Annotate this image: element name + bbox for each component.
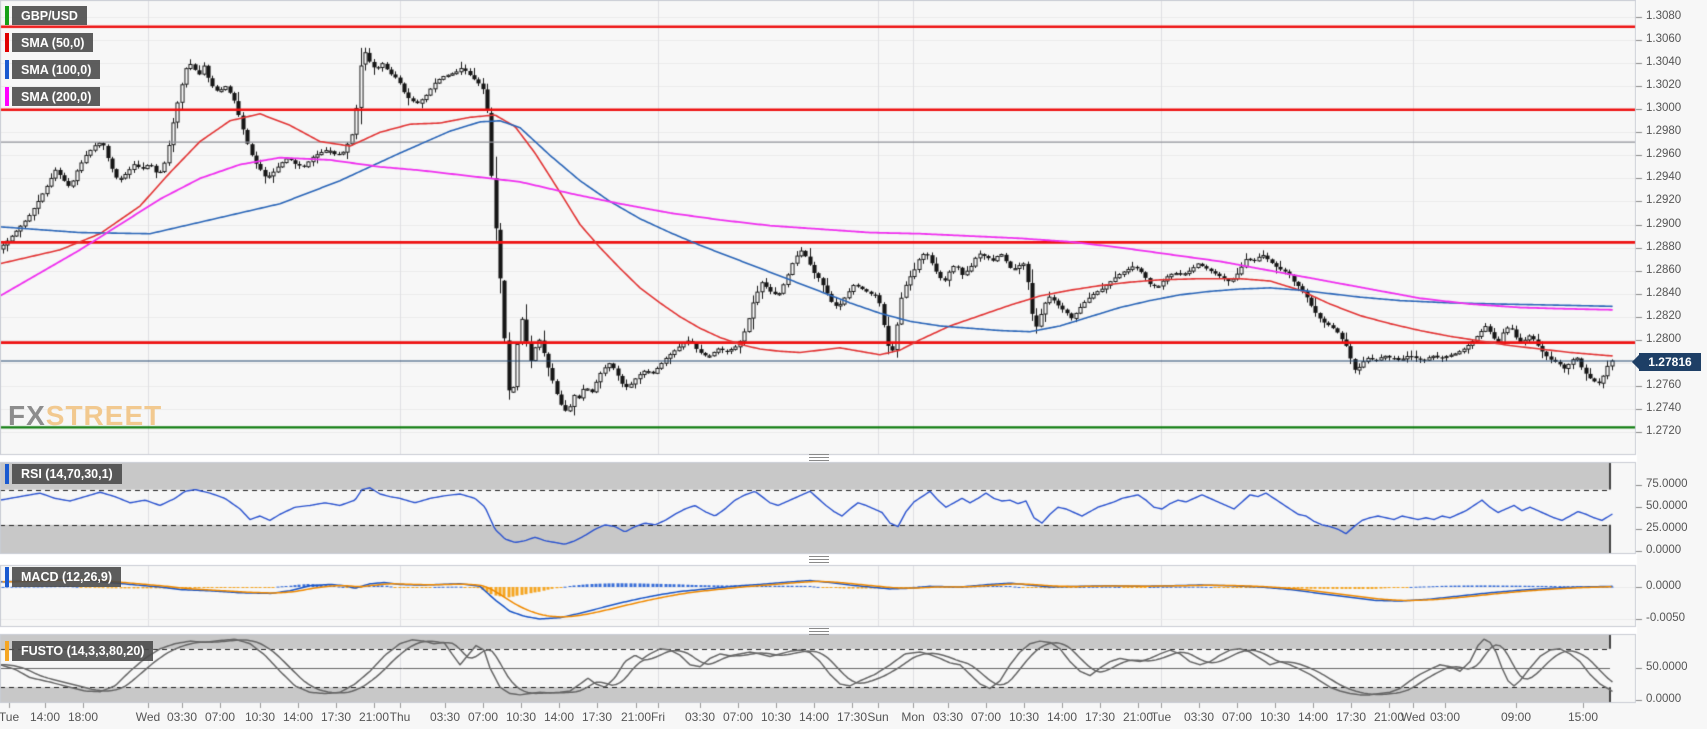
time-axis-label: 03:30	[166, 710, 198, 724]
price-axis-label: 1.2760	[1646, 378, 1682, 391]
price-axis-label: 1.2820	[1646, 309, 1682, 322]
time-axis-label: Tue	[1150, 710, 1172, 724]
price-axis-label: 1.2920	[1646, 194, 1682, 207]
rsi-color-bar	[5, 464, 9, 484]
time-axis-label: Thu	[389, 710, 411, 724]
time-axis-label: Wed	[1400, 710, 1426, 724]
price-axis-label: 1.2860	[1646, 263, 1682, 276]
time-axis-label: 07:00	[467, 710, 499, 724]
time-axis-label: 03:30	[1183, 710, 1215, 724]
time-axis-label: 14:00	[282, 710, 314, 724]
pane-resize-grip-3[interactable]	[809, 628, 829, 635]
time-axis-label: 03:30	[932, 710, 964, 724]
time-axis-label: 17:30	[581, 710, 613, 724]
time-axis-label: Fri	[651, 710, 665, 724]
price-axis-label: 1.2880	[1646, 240, 1682, 253]
sma50-color-bar	[5, 33, 9, 52]
price-axis-label: 1.3080	[1646, 10, 1682, 22]
time-axis-label: Mon	[901, 710, 925, 724]
time-axis-label: 10:30	[760, 710, 792, 724]
price-axis-label: 1.2720	[1646, 425, 1682, 437]
price-axis-label: 1.3040	[1646, 56, 1682, 69]
rsi-axis-label: 25.0000	[1646, 522, 1688, 535]
sma50-label: SMA (50,0)	[12, 33, 94, 52]
time-axis-label: 21:00	[1373, 710, 1405, 724]
price-axis-label: 1.2840	[1646, 286, 1682, 299]
rsi-axis-label: 50.0000	[1646, 500, 1688, 513]
fusto-indicator-legend[interactable]: FUSTO (14,3,3,80,20)	[5, 641, 154, 661]
time-axis-label: 10:30	[1259, 710, 1291, 724]
time-axis-label: 21:00	[1122, 710, 1154, 724]
time-axis-label: 14:00	[543, 710, 575, 724]
fusto-color-bar	[5, 641, 9, 661]
rsi-axis-label: 75.0000	[1646, 478, 1688, 491]
time-axis-label: 10:30	[505, 710, 537, 724]
price-axis-label: 1.2800	[1646, 332, 1682, 345]
time-axis-label: 09:00	[1500, 710, 1532, 724]
time-axis-label: 17:30	[1084, 710, 1116, 724]
macd-axis-label: 0.0000	[1646, 580, 1682, 592]
time-axis-label: Wed	[135, 710, 161, 724]
price-axis-label: 1.2980	[1646, 125, 1682, 138]
time-axis-label: 17:30	[1335, 710, 1367, 724]
rsi-indicator-legend[interactable]: RSI (14,70,30,1)	[5, 464, 122, 484]
time-axis-label: Tue	[0, 710, 20, 724]
sma200-color-bar	[5, 87, 9, 106]
symbol-label: GBP/USD	[12, 6, 87, 25]
time-axis-label: 07:00	[204, 710, 236, 724]
time-axis-label: 03:30	[684, 710, 716, 724]
time-axis-label: 14:00	[1297, 710, 1329, 724]
fusto-label: FUSTO (14,3,3,80,20)	[12, 641, 154, 661]
time-axis-label: 14:00	[29, 710, 61, 724]
time-axis-label: 07:00	[722, 710, 754, 724]
price-axis-label: 1.3020	[1646, 79, 1682, 92]
time-axis-label: 17:30	[320, 710, 352, 724]
time-axis-label: 03:00	[1429, 710, 1461, 724]
macd-color-bar	[5, 567, 9, 587]
symbol-legend[interactable]: GBP/USD	[5, 6, 100, 25]
time-axis-label: 07:00	[970, 710, 1002, 724]
main-chart-legend: GBP/USD SMA (50,0) SMA (100,0) SMA (200,…	[5, 6, 101, 114]
time-axis-label: 03:30	[429, 710, 461, 724]
price-axis-label: 1.2960	[1646, 148, 1682, 161]
fusto-axis-label: 50.0000	[1646, 661, 1688, 673]
sma200-legend[interactable]: SMA (200,0)	[5, 87, 101, 106]
pane-resize-grip-2[interactable]	[809, 556, 829, 563]
price-axis-label: 1.2940	[1646, 171, 1682, 184]
time-axis-label: 07:00	[1221, 710, 1253, 724]
time-axis-label: 10:30	[1008, 710, 1040, 724]
time-axis-label: 10:30	[244, 710, 276, 724]
macd-label: MACD (12,26,9)	[12, 567, 121, 587]
sma50-legend[interactable]: SMA (50,0)	[5, 33, 100, 52]
price-axis-label: 1.2740	[1646, 401, 1682, 414]
symbol-color-bar	[5, 6, 9, 25]
time-axis-label: 18:00	[67, 710, 99, 724]
sma200-label: SMA (200,0)	[12, 87, 101, 106]
fusto-axis-label: 0.0000	[1646, 693, 1682, 705]
time-axis-label: 21:00	[620, 710, 652, 724]
pane-resize-grip-1[interactable]	[809, 454, 829, 461]
macd-indicator-legend[interactable]: MACD (12,26,9)	[5, 567, 121, 587]
fxstreet-watermark: FXSTREET	[8, 400, 163, 431]
price-axis-label: 1.3060	[1646, 33, 1682, 46]
last-price-badge: 1.27816	[1639, 353, 1701, 371]
sma100-label: SMA (100,0)	[12, 60, 101, 79]
sma100-legend[interactable]: SMA (100,0)	[5, 60, 101, 79]
time-axis-label: 14:00	[798, 710, 830, 724]
rsi-axis-label: 0.0000	[1646, 544, 1682, 557]
price-axis-label: 1.2900	[1646, 217, 1682, 230]
time-axis-label: Sun	[867, 710, 889, 724]
price-axis-label: 1.3000	[1646, 102, 1682, 115]
time-axis-label: 15:00	[1567, 710, 1599, 724]
time-axis-label: 21:00	[358, 710, 390, 724]
macd-axis-label: -0.0050	[1646, 612, 1686, 624]
rsi-label: RSI (14,70,30,1)	[12, 464, 122, 484]
sma100-color-bar	[5, 60, 9, 79]
time-axis-label: 14:00	[1046, 710, 1078, 724]
time-axis-label: 17:30	[836, 710, 868, 724]
